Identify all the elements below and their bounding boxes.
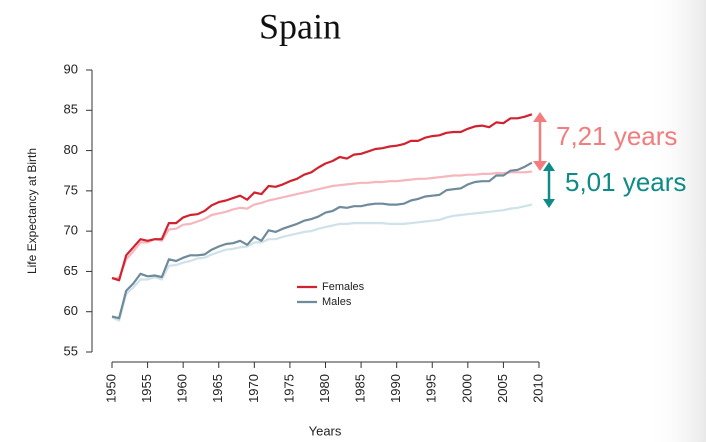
x-tick-label: 1975 [281, 374, 296, 403]
chart-title: Spain [259, 6, 341, 46]
x-tick-label: 1980 [317, 374, 332, 403]
legend-label: Males [322, 296, 352, 308]
x-tick-label: 2005 [495, 374, 510, 403]
y-tick-label: 65 [64, 263, 78, 278]
line-series [111, 113, 533, 282]
arrow-males [543, 162, 555, 208]
edge-shade [646, 0, 706, 442]
line-series [111, 170, 533, 280]
y-tick-label: 80 [64, 142, 78, 157]
line-series [111, 161, 533, 320]
x-tick-label: 1970 [246, 374, 261, 403]
x-tick-label: 1995 [424, 374, 439, 403]
y-tick-label: 90 [64, 61, 78, 76]
arrow-females [533, 112, 547, 171]
x-tick-label: 1990 [388, 374, 403, 403]
annotation: 5,01 years [565, 167, 686, 197]
y-tick-label: 70 [64, 223, 78, 238]
x-tick-label: 1985 [353, 374, 368, 403]
x-axis-label: Years [309, 423, 342, 438]
x-tick-label: 1960 [175, 374, 190, 403]
y-tick-label: 75 [64, 182, 78, 197]
line-series [111, 203, 533, 322]
x-tick-label: 1950 [103, 374, 118, 403]
x-tick-label: 2000 [459, 374, 474, 403]
y-axis-label: Life Expectancy at Birth [25, 148, 39, 274]
annotation: 7,21 years [556, 121, 677, 151]
y-tick-label: 85 [64, 102, 78, 117]
x-tick-label: 1955 [139, 374, 154, 403]
y-tick-label: 60 [64, 303, 78, 318]
x-tick-label: 2010 [530, 374, 545, 403]
x-tick-label: 1965 [210, 374, 225, 403]
y-tick-label: 55 [64, 343, 78, 358]
legend-label: Females [322, 281, 365, 293]
